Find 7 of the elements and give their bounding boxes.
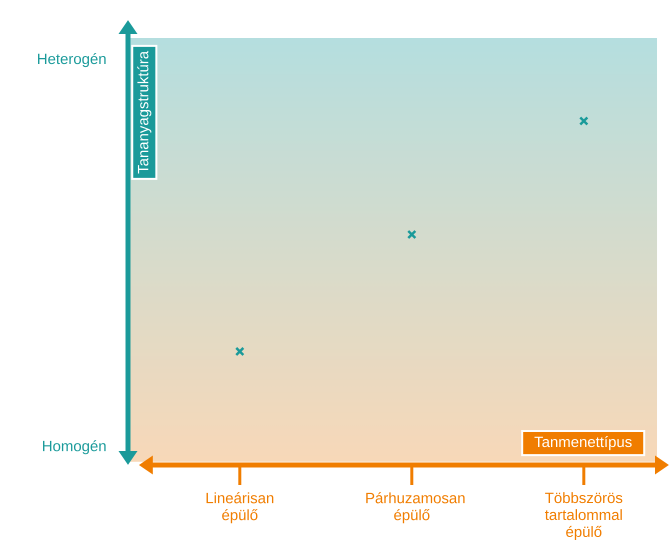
x-tick-label: Lineárisan épülő [206,492,274,524]
y-axis-title: Tananyagstruktúra [137,50,152,174]
x-tick-label: Többszörös tartalommal épülő [544,492,622,540]
text: Heterogén [38,52,106,68]
x-axis-title: Tanmenettípus [534,436,632,450]
text: Homogén [43,440,106,454]
x-tick-label: Párhuzamosan épülő [366,492,465,524]
